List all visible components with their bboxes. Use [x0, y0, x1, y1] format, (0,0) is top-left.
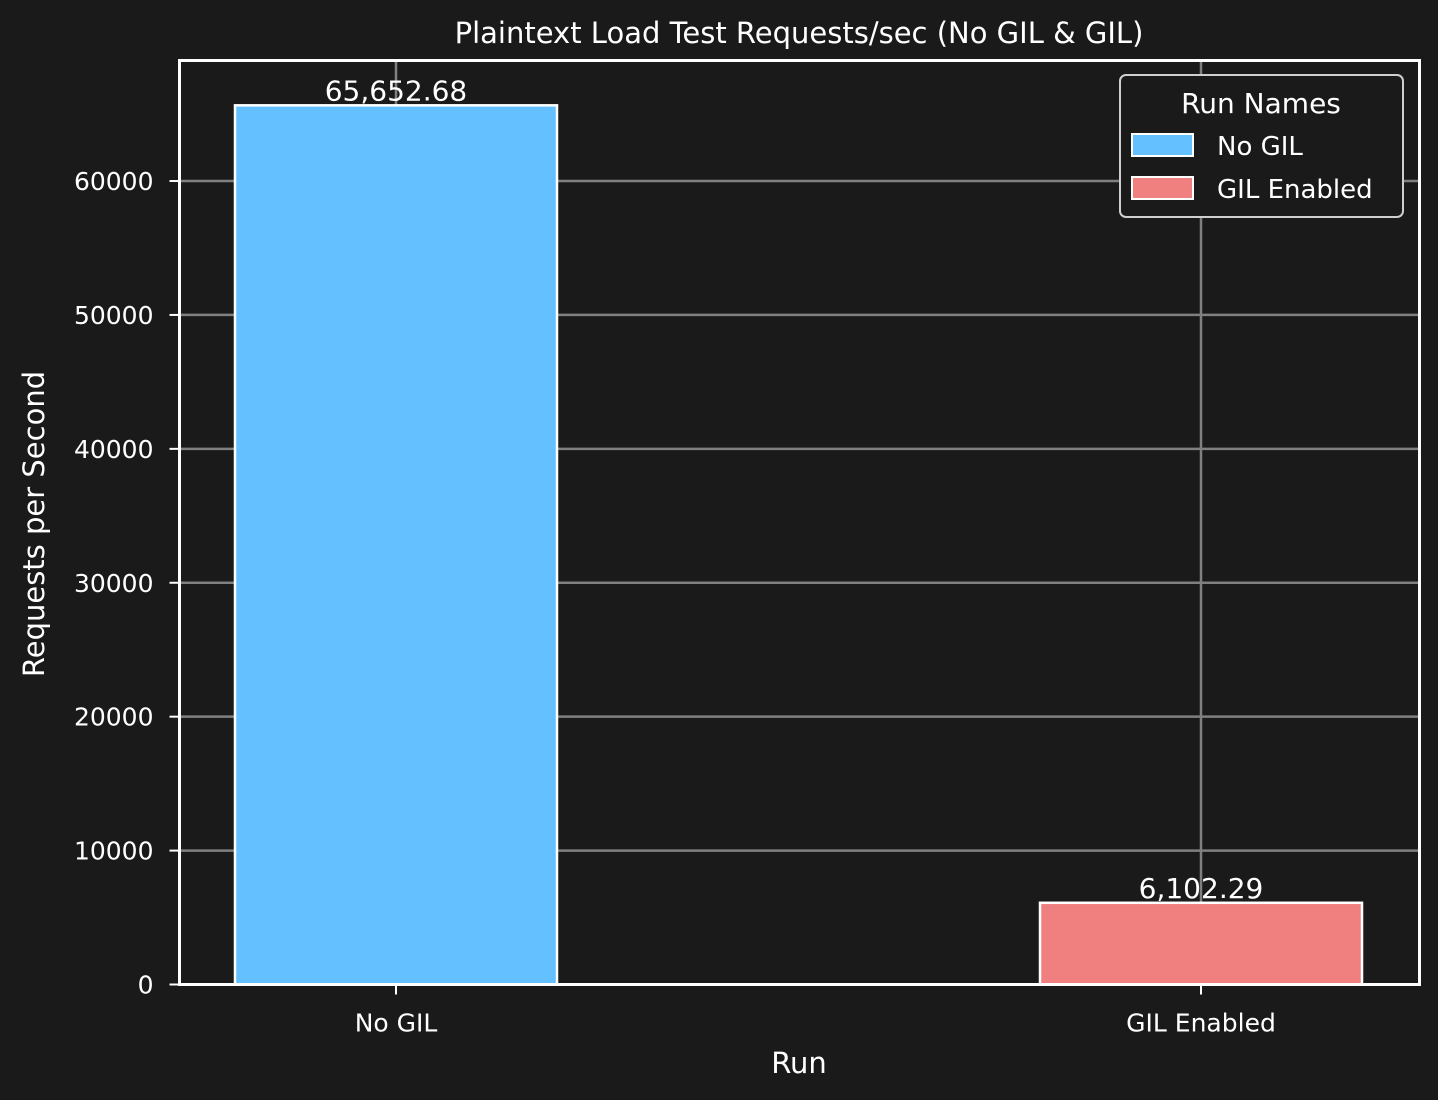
legend-swatch-no-gil [1131, 133, 1194, 157]
bar-gil-enabled [1038, 901, 1364, 986]
x-tick-label-no-gil: No GIL [355, 1009, 438, 1038]
y-tick-label: 10000 [74, 837, 154, 866]
data-labels: 65,652.68 6,102.29 [325, 74, 1264, 904]
y-tick-label: 40000 [74, 435, 154, 464]
plot-frame [178, 59, 1421, 986]
legend-label-no-gil: No GIL [1217, 132, 1303, 162]
bars [233, 104, 1364, 986]
y-tick-label: 60000 [74, 167, 154, 196]
legend-title: Run Names [1181, 87, 1341, 120]
y-tick-label: 0 [138, 971, 154, 1000]
chart-title: Plaintext Load Test Requests/sec (No GIL… [455, 16, 1144, 50]
legend-label-gil-enabled: GIL Enabled [1217, 175, 1373, 205]
x-axis-ticks: No GIL GIL Enabled [355, 984, 1276, 1038]
legend: Run Names No GIL GIL Enabled [1119, 74, 1404, 218]
y-tick-label: 30000 [74, 569, 154, 598]
y-axis-ticks: 0 10000 20000 30000 40000 50000 60000 [74, 167, 180, 1000]
data-label-no-gil: 65,652.68 [325, 74, 468, 107]
bar-no-gil [233, 104, 559, 986]
x-axis-label: Run [771, 1046, 827, 1080]
x-tick-label-gil-enabled: GIL Enabled [1126, 1009, 1276, 1038]
legend-swatch-gil-enabled [1131, 176, 1194, 200]
y-tick-label: 20000 [74, 703, 154, 732]
y-axis-label: Requests per Second [17, 371, 51, 677]
y-tick-label: 50000 [74, 301, 154, 330]
data-label-gil-enabled: 6,102.29 [1139, 872, 1264, 905]
